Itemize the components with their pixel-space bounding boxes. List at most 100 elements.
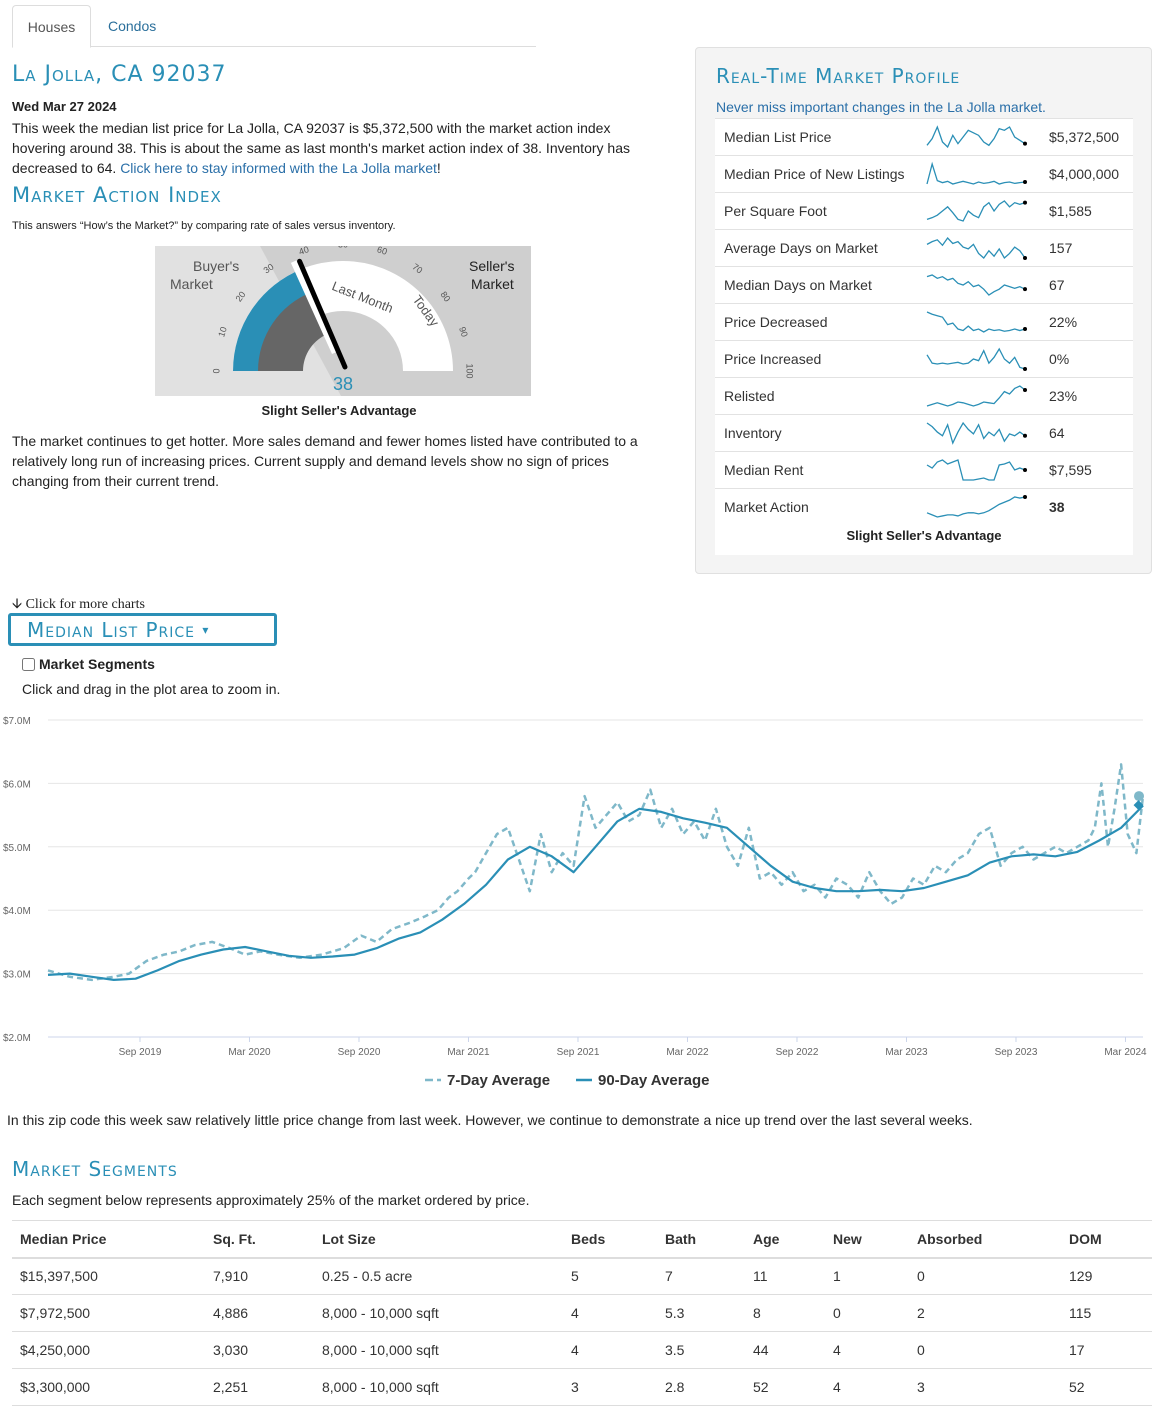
- table-cell: 0.25 - 0.5 acre: [314, 1257, 563, 1295]
- gauge-last-month-arc: [258, 291, 329, 371]
- market-segments-subtitle: Each segment below represents approximat…: [12, 1192, 530, 1208]
- table-cell: $3,300,000: [12, 1368, 205, 1406]
- table-cell: 4,886: [205, 1294, 314, 1332]
- market-profile-value: 0%: [1049, 351, 1070, 367]
- market-segments-table: Median Price Sq. Ft. Lot Size Beds Bath Age Ne…: [12, 1220, 1152, 1406]
- market-profile-row[interactable]: Average Days on Market 157: [715, 229, 1133, 266]
- table-row: $4,250,000 3,030 8,000 - 10,000 sqft 4 3.5 44…: [12, 1331, 1152, 1369]
- table-cell: 8,000 - 10,000 sqft: [314, 1294, 563, 1332]
- table-header-cell: Absorbed: [909, 1220, 1061, 1259]
- gauge-separator: [290, 260, 338, 355]
- sparkline-line: [926, 496, 1026, 518]
- intro-paragraph: This week the median list price for La J…: [12, 118, 652, 178]
- market-profile-label: Median Rent: [724, 462, 804, 478]
- sparkline: [926, 274, 1027, 296]
- sparkline-line: [926, 459, 1026, 481]
- table-row: $15,397,500 7,910 0.25 - 0.5 acre 5 7 11 1 0 129: [12, 1257, 1152, 1295]
- market-profile-value: $7,595: [1049, 462, 1092, 478]
- market-profile-row[interactable]: Inventory 64: [715, 414, 1133, 451]
- table-cell: 8,000 - 10,000 sqft: [314, 1368, 563, 1406]
- property-type-tabs: Houses Condos: [12, 5, 536, 48]
- market-profile-row[interactable]: Per Square Foot $1,585: [715, 192, 1133, 229]
- sparkline-end-dot: [1023, 141, 1027, 146]
- market-profile-row[interactable]: Market Action 38: [715, 488, 1133, 525]
- legend-item-label[interactable]: 90-Day Average: [598, 1072, 709, 1089]
- market-profile-label: Relisted: [724, 388, 775, 404]
- legend-item-label[interactable]: 7-Day Average: [447, 1072, 550, 1089]
- market-profile-table: Median List Price $5,372,500 Median Price …: [715, 118, 1133, 525]
- sparkline-line: [926, 347, 1026, 370]
- gauge-caption: Slight Seller's Advantage: [261, 403, 417, 418]
- market-profile-row[interactable]: Median Rent $7,595: [715, 451, 1133, 488]
- market-profile-row[interactable]: Relisted 23%: [715, 377, 1133, 414]
- market-profile-row[interactable]: Median List Price $5,372,500: [715, 118, 1133, 155]
- more-charts-label: Click for more charts: [25, 597, 145, 612]
- market-profile-row[interactable]: Median Days on Market 67: [715, 266, 1133, 303]
- sparkline-line: [926, 200, 1026, 222]
- chart-selector-dropdown[interactable]: Median List Price ▾: [8, 613, 277, 646]
- tab-houses[interactable]: Houses: [12, 5, 91, 48]
- table-cell: 52: [745, 1368, 825, 1406]
- series-end-marker: [1134, 791, 1144, 802]
- table-cell: 4: [563, 1294, 657, 1332]
- sparkline-end-dot: [1023, 433, 1027, 438]
- x-tick-label: Mar 2022: [666, 1047, 709, 1058]
- gauge-buyers-label-2: Market: [170, 276, 213, 292]
- gauge-needle: [297, 258, 348, 370]
- market-profile-value: 64: [1049, 425, 1065, 441]
- table-cell: 0: [909, 1331, 1061, 1369]
- x-tick-label: Mar 2023: [885, 1047, 928, 1058]
- table-cell: 2.8: [657, 1368, 745, 1406]
- market-profile-value: 38: [1049, 499, 1065, 515]
- stay-informed-link[interactable]: Click here to stay informed with the La …: [120, 160, 437, 176]
- table-row: $7,972,500 4,886 8,000 - 10,000 sqft 4 5.3 8 0…: [12, 1294, 1152, 1332]
- market-action-subtitle: This answers “How’s the Market?” by comp…: [12, 220, 396, 232]
- market-segments-toggle[interactable]: Market Segments: [22, 656, 155, 672]
- x-tick-label: Mar 2024: [1104, 1047, 1147, 1058]
- market-profile-row[interactable]: Price Decreased 22%: [715, 303, 1133, 340]
- series-7-day-line: [47, 763, 1145, 982]
- chart-summary: In this zip code this week saw relativel…: [7, 1112, 973, 1128]
- table-cell: $15,397,500: [12, 1257, 205, 1295]
- market-profile-label: Price Decreased: [724, 314, 828, 330]
- y-tick-label: $7.0M: [3, 716, 31, 727]
- table-cell: $4,250,000: [12, 1331, 205, 1369]
- sparkline: [926, 421, 1027, 445]
- market-segments-checkbox[interactable]: [22, 658, 35, 671]
- table-header-cell: Lot Size: [314, 1220, 563, 1259]
- table-cell: 4: [825, 1331, 909, 1369]
- gauge-tick-label: 20: [234, 290, 248, 304]
- market-profile-subtitle-link[interactable]: Never miss important changes in the La J…: [716, 99, 1046, 115]
- sparkline-line: [926, 311, 1026, 333]
- table-header-row: Median Price Sq. Ft. Lot Size Beds Bath Age Ne…: [12, 1220, 1152, 1259]
- median-list-price-chart[interactable]: $2.0M $3.0M $4.0M $5.0M $6.0M $7.0M Sep 2019 Ma…: [0, 705, 1153, 1105]
- sparkline-end-dot: [1023, 468, 1027, 472]
- sparkline-line: [926, 236, 1026, 260]
- table-header-cell: Beds: [563, 1220, 657, 1259]
- market-profile-label: Price Increased: [724, 351, 822, 367]
- table-header-cell: Age: [745, 1220, 825, 1259]
- table-cell: 7,910: [205, 1257, 314, 1295]
- table-row: $3,300,000 2,251 8,000 - 10,000 sqft 3 2.8 52…: [12, 1368, 1152, 1406]
- table-cell: 0: [909, 1257, 1061, 1295]
- sparkline: [926, 385, 1027, 407]
- y-tick-label: $2.0M: [3, 1033, 31, 1044]
- sparkline: [926, 459, 1027, 481]
- market-profile-value: $5,372,500: [1049, 129, 1120, 145]
- table-cell: 8,000 - 10,000 sqft: [314, 1331, 563, 1369]
- sparkline: [926, 200, 1027, 222]
- more-charts-hint[interactable]: 🡫 Click for more charts: [12, 593, 145, 617]
- gauge-sellers-label-1: Seller's: [469, 258, 514, 274]
- market-profile-label: Market Action: [724, 499, 809, 515]
- market-profile-value: 67: [1049, 277, 1065, 293]
- gauge-tick-label: 80: [438, 290, 452, 304]
- x-tick-label: Mar 2020: [228, 1047, 271, 1058]
- tab-condos[interactable]: Condos: [108, 18, 157, 34]
- x-tick-label: Sep 2021: [557, 1047, 600, 1058]
- table-cell: 129: [1061, 1257, 1152, 1295]
- gauge-today-arc: [233, 268, 316, 371]
- market-profile-row[interactable]: Price Increased 0%: [715, 340, 1133, 377]
- market-action-description: The market continues to get hotter. More…: [12, 433, 638, 489]
- table-cell: 2,251: [205, 1368, 314, 1406]
- market-profile-row[interactable]: Median Price of New Listings $4,000,000: [715, 155, 1133, 192]
